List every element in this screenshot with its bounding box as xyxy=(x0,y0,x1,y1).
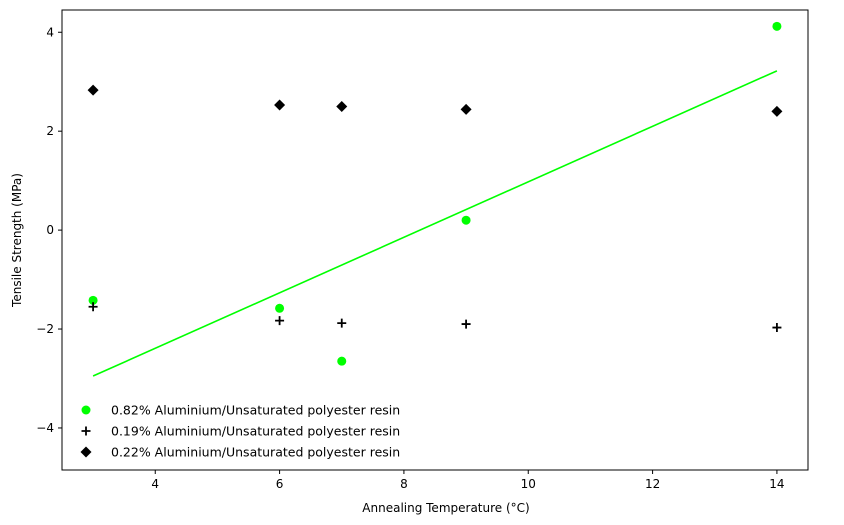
points-layer xyxy=(87,21,783,366)
data-point-series-2 xyxy=(337,318,347,328)
y-tick-label: 0 xyxy=(46,223,54,237)
x-tick-label: 4 xyxy=(151,477,159,491)
x-tick-label: 10 xyxy=(521,477,536,491)
legend-label-2: 0.19% Aluminium/Unsaturated polyester re… xyxy=(111,424,400,439)
x-axis-label: Annealing Temperature (°C) xyxy=(362,501,529,515)
trendline xyxy=(92,70,778,377)
y-axis-label: Tensile Strength (MPa) xyxy=(10,173,24,308)
data-point-series-3 xyxy=(460,103,472,115)
trendline-layer xyxy=(92,70,778,377)
data-point-series-3 xyxy=(274,99,286,111)
data-point-series-2 xyxy=(461,319,471,329)
data-point-series-3 xyxy=(771,105,783,117)
x-axis-ticks: 4 6 8 10 12 14 xyxy=(151,470,785,491)
y-tick-label: −2 xyxy=(36,322,54,336)
legend-marker-1 xyxy=(81,405,91,415)
data-point-series-1 xyxy=(88,295,98,305)
legend: 0.82% Aluminium/Unsaturated polyester re… xyxy=(80,403,400,460)
x-tick-label: 14 xyxy=(769,477,784,491)
data-point-series-1 xyxy=(772,21,782,31)
y-tick-label: 2 xyxy=(46,124,54,138)
data-point-series-1 xyxy=(461,215,471,225)
data-point-series-1 xyxy=(337,356,347,366)
legend-marker-2 xyxy=(81,426,91,436)
data-point-series-3 xyxy=(336,100,348,112)
y-tick-label: −4 xyxy=(36,421,54,435)
y-axis-ticks: −4 −2 0 2 4 xyxy=(36,25,62,435)
data-point-series-3 xyxy=(87,84,99,96)
legend-label-1: 0.82% Aluminium/Unsaturated polyester re… xyxy=(111,403,400,418)
data-point-series-2 xyxy=(772,323,782,333)
data-point-series-1 xyxy=(275,303,285,313)
x-tick-label: 8 xyxy=(400,477,408,491)
x-tick-label: 12 xyxy=(645,477,660,491)
legend-label-3: 0.22% Aluminium/Unsaturated polyester re… xyxy=(111,445,400,460)
x-tick-label: 6 xyxy=(276,477,284,491)
data-point-series-2 xyxy=(88,302,98,312)
legend-marker-3 xyxy=(80,446,92,458)
y-tick-label: 4 xyxy=(46,25,54,39)
data-point-series-2 xyxy=(275,316,285,326)
plot-area xyxy=(61,9,809,471)
